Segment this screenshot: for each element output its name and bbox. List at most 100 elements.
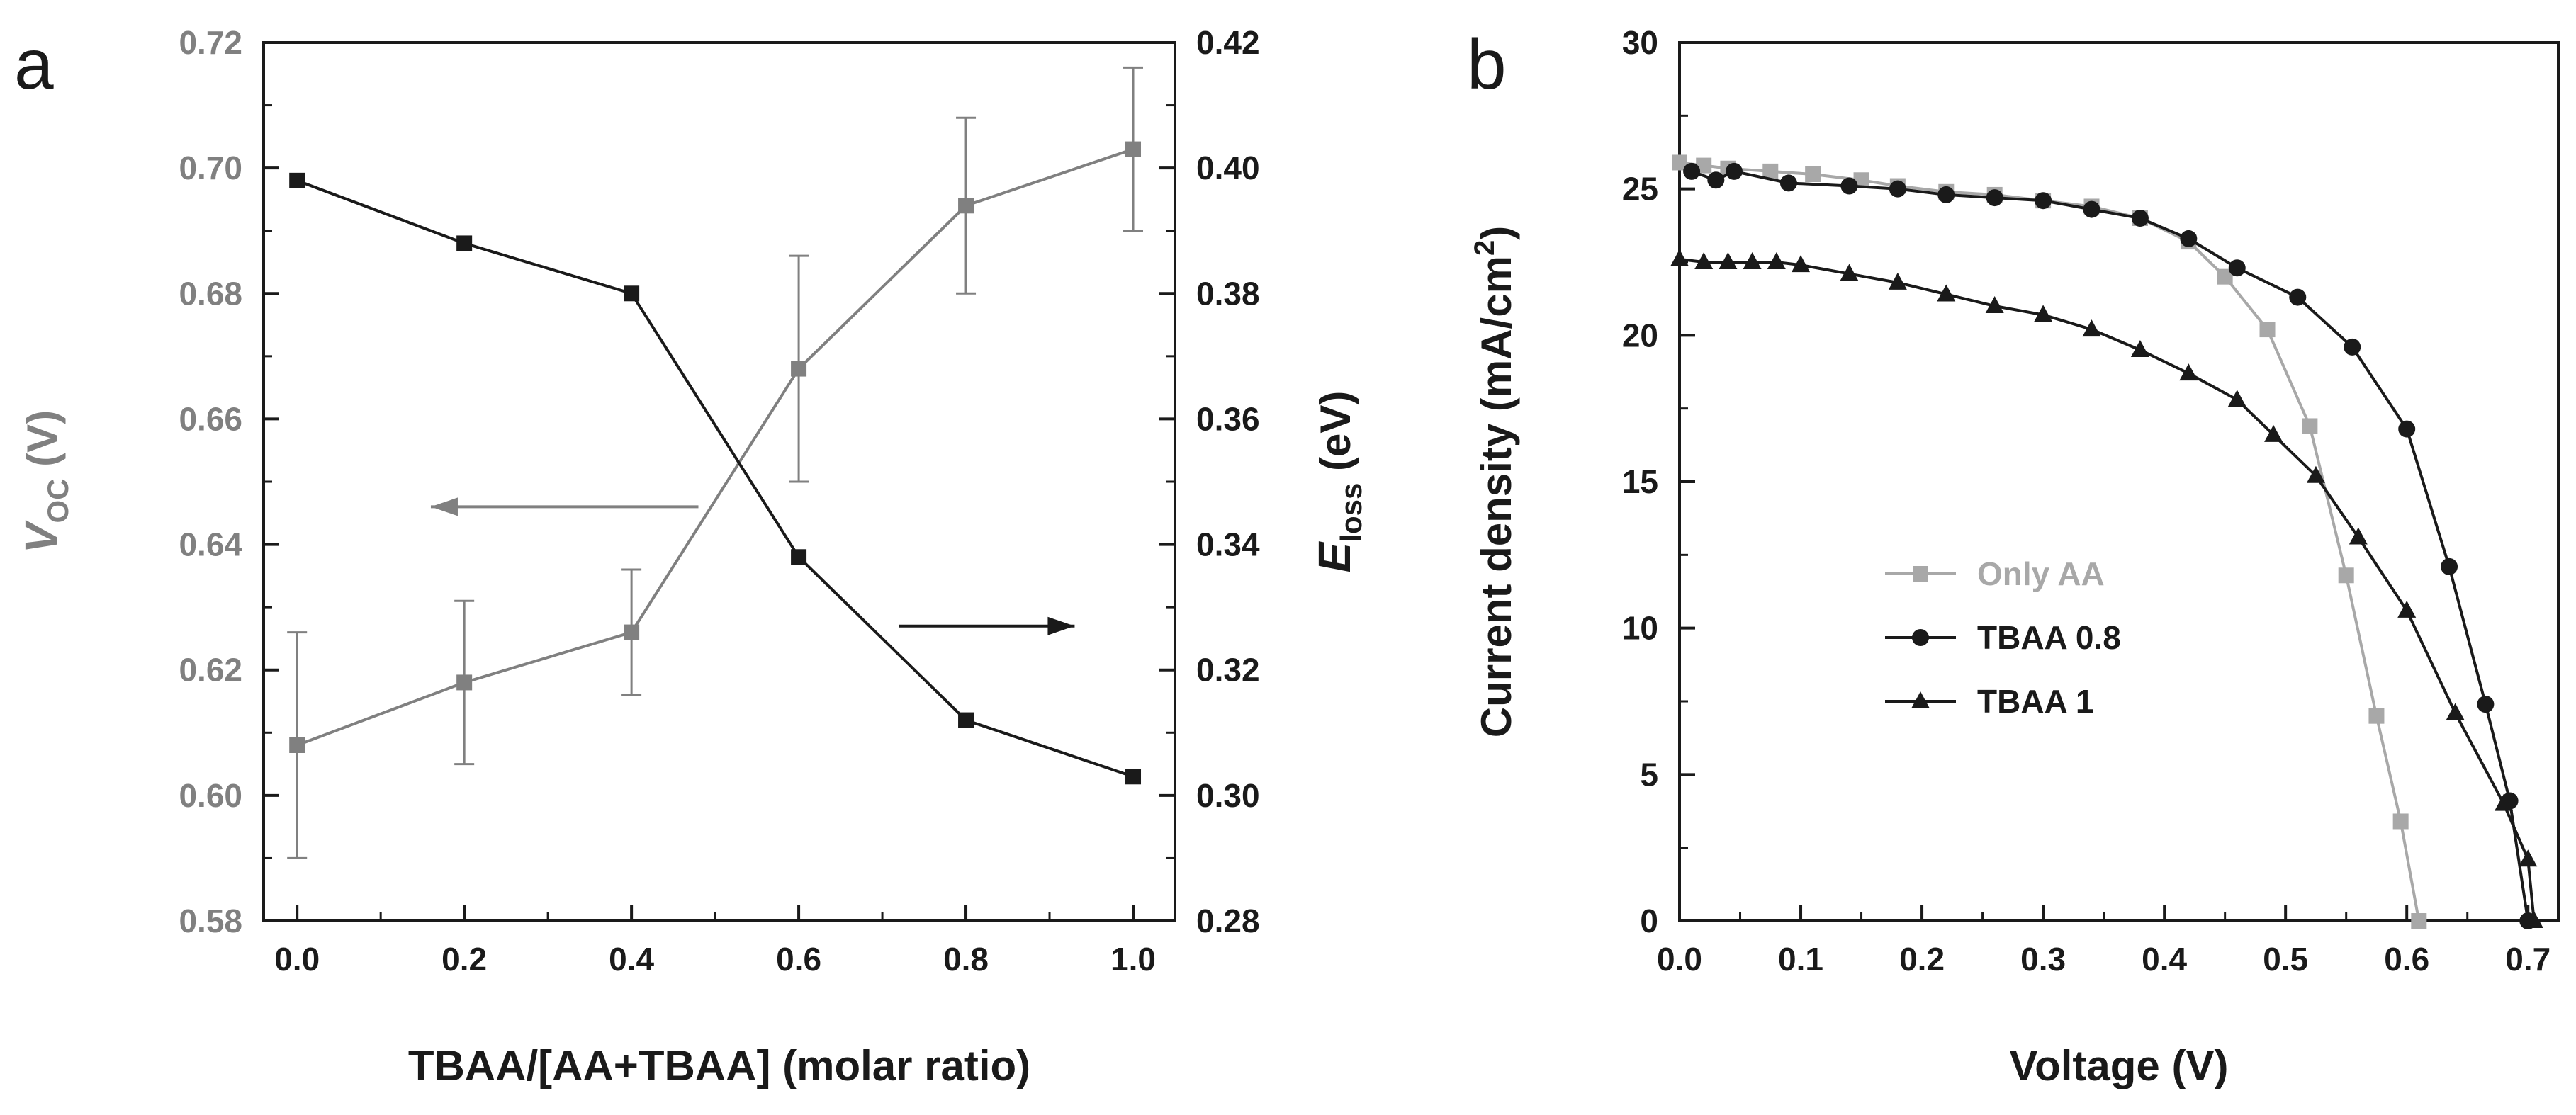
eloss-point — [791, 549, 807, 565]
legend-marker-only-aa — [1913, 566, 1928, 582]
voc-unit: (V) — [18, 410, 66, 479]
tbaa-1-point — [2519, 849, 2538, 867]
right-y-tick-label: 0.34 — [1196, 526, 1260, 563]
panel-a-plot-frame — [262, 41, 1176, 922]
voc-symbol: V — [16, 519, 67, 553]
panel-b-y-axis-title: Current density (mA/cm2) — [1469, 226, 1520, 737]
eloss-subscript: loss — [1334, 483, 1368, 543]
y-tick-label: 10 — [1622, 610, 1658, 647]
tbaa-0-8-line — [1691, 169, 2530, 922]
only-aa-point — [2302, 418, 2318, 434]
left-y-tick-label: 0.68 — [179, 275, 242, 312]
tbaa-0-8-point — [1725, 162, 1743, 180]
tbaa-1-point — [1743, 252, 1762, 269]
voc-point — [791, 361, 807, 377]
panel-a-letter: a — [14, 25, 54, 104]
voc-subscript: OC — [41, 478, 74, 523]
panel-a-right-y-ticks: 0.28 0.30 0.32 0.34 0.36 0.38 0.40 0.42 — [1159, 24, 1260, 939]
panel-a: a 0.0 0.2 0.4 0.6 0.8 1.0 0.58 0.60 0.62 0.64 0.6… — [14, 24, 1368, 1089]
panel-b-letter: b — [1467, 25, 1507, 104]
tbaa-1-point — [1792, 255, 1811, 273]
legend-label-tbaa-0-8: TBAA 0.8 — [1977, 619, 2121, 656]
x-tick-label: 0.4 — [2142, 941, 2187, 978]
x-tick-label: 0.4 — [609, 941, 654, 978]
legend-marker-tbaa-0-8 — [1912, 629, 1929, 646]
x-tick-label: 0.6 — [2384, 941, 2429, 978]
y-tick-label: 30 — [1622, 24, 1658, 61]
only-aa-point — [2259, 322, 2276, 338]
tbaa-1-point — [2524, 911, 2543, 928]
only-aa-line — [1679, 161, 2421, 922]
panel-a-right-y-axis-title: Eloss (eV) — [1309, 391, 1368, 573]
tbaa-0-8-point — [1937, 186, 1955, 203]
panel-b-legend: Only AA TBAA 0.8 TBAA 1 — [1885, 555, 2121, 720]
tbaa-0-8-point — [1986, 189, 2003, 207]
tbaa-0-8-point — [2083, 200, 2100, 218]
eloss-point — [456, 235, 473, 251]
tbaa-1-point — [2082, 319, 2101, 337]
tbaa-1-point — [1985, 296, 2004, 313]
panel-a-series — [287, 66, 1144, 859]
tbaa-1-point — [1694, 252, 1714, 269]
tbaa-1-point — [1840, 264, 1859, 281]
tbaa-1-point — [1767, 252, 1786, 269]
left-y-tick-label: 0.64 — [179, 526, 242, 563]
right-y-tick-label: 0.32 — [1196, 652, 1260, 689]
eloss-point — [1125, 769, 1142, 785]
tbaa-0-8-point — [1707, 171, 1725, 189]
tbaa-1-point — [2349, 527, 2368, 545]
arrow-head-right — [1047, 616, 1075, 635]
x-tick-label: 0.7 — [2505, 941, 2550, 978]
panel-a-x-axis-title: TBAA/[AA+TBAA] (molar ratio) — [408, 1042, 1030, 1089]
panel-a-left-y-ticks: 0.58 0.60 0.62 0.64 0.66 0.68 0.70 0.72 — [179, 24, 279, 939]
tbaa-1-point — [2397, 600, 2417, 618]
panel-b: b 0.0 0.1 0.2 0.3 0.4 0.5 0.6 0.7 051015202530 … — [1467, 24, 2560, 1089]
right-y-tick-label: 0.42 — [1196, 24, 1260, 61]
voc-point — [1125, 141, 1142, 157]
tbaa-1-point — [2179, 363, 2198, 381]
tbaa-0-8-point — [2035, 192, 2052, 210]
x-tick-label: 0.0 — [1657, 941, 1702, 978]
tbaa-0-8-point — [2398, 420, 2416, 438]
tbaa-1-point — [2034, 305, 2053, 322]
x-tick-label: 0.6 — [776, 941, 821, 978]
tbaa-0-8-point — [1683, 162, 1701, 180]
tbaa-1-point — [1670, 249, 1689, 266]
panel-b-x-axis-title: Voltage (V) — [2010, 1042, 2229, 1089]
legend-label-tbaa-1: TBAA 1 — [1977, 683, 2093, 720]
legend-label-only-aa: Only AA — [1977, 555, 2105, 592]
tbaa-1-point — [2264, 424, 2283, 442]
panel-b-series — [1670, 154, 2543, 929]
left-y-tick-label: 0.60 — [179, 777, 242, 814]
only-aa-point — [2392, 813, 2409, 830]
panel-b-y-ticks: 0 5 10 15 20 25 30 — [1622, 24, 1695, 939]
right-y-tick-label: 0.36 — [1196, 400, 1260, 437]
legend-marker-tbaa-1 — [1911, 691, 1930, 708]
right-y-tick-label: 0.30 — [1196, 777, 1260, 814]
y-tick-label: 5 — [1640, 756, 1658, 793]
tbaa-1-point — [1719, 252, 1738, 269]
tbaa-0-8-point — [2180, 230, 2198, 247]
eloss-point — [624, 285, 640, 302]
tbaa-0-8-point — [2289, 288, 2307, 306]
only-aa-point — [2368, 708, 2385, 724]
eloss-line — [296, 179, 1134, 779]
y-tick-label: 0 — [1640, 902, 1658, 939]
x-tick-label: 1.0 — [1110, 941, 1156, 978]
left-y-tick-label: 0.58 — [179, 902, 242, 939]
left-y-tick-label: 0.62 — [179, 652, 242, 689]
right-y-tick-label: 0.28 — [1196, 902, 1260, 939]
tbaa-1-point — [2306, 465, 2325, 483]
y-tick-label: 15 — [1622, 463, 1658, 500]
arrow-head-left — [430, 497, 458, 516]
tbaa-1-point — [2495, 793, 2514, 811]
tbaa-0-8-point — [2131, 210, 2149, 227]
x-tick-label: 0.5 — [2263, 941, 2308, 978]
x-tick-label: 0.0 — [274, 941, 320, 978]
right-y-tick-label: 0.40 — [1196, 149, 1260, 186]
panel-b-x-ticks: 0.0 0.1 0.2 0.3 0.4 0.5 0.6 0.7 — [1657, 905, 2550, 978]
tbaa-1-point — [2446, 703, 2465, 720]
left-y-tick-label: 0.66 — [179, 400, 242, 437]
tbaa-1-point — [2227, 390, 2246, 407]
